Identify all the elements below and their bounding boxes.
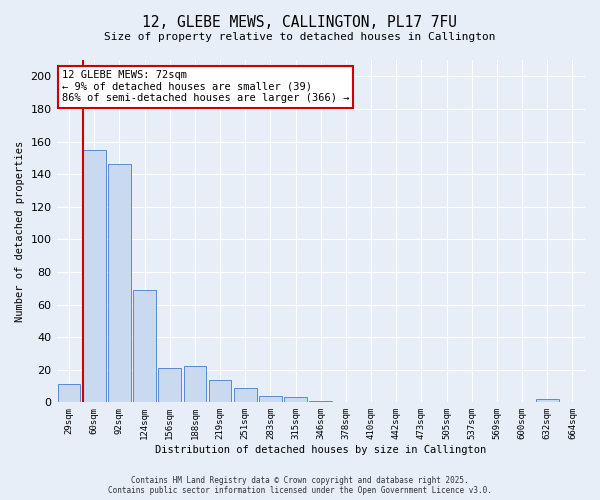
Bar bbox=[536, 399, 559, 402]
Bar bbox=[234, 388, 257, 402]
Bar bbox=[158, 368, 181, 402]
Bar bbox=[259, 396, 282, 402]
Bar bbox=[83, 150, 106, 402]
Bar bbox=[310, 400, 332, 402]
Y-axis label: Number of detached properties: Number of detached properties bbox=[15, 140, 25, 322]
Text: 12, GLEBE MEWS, CALLINGTON, PL17 7FU: 12, GLEBE MEWS, CALLINGTON, PL17 7FU bbox=[143, 15, 458, 30]
Bar bbox=[209, 380, 232, 402]
Text: Size of property relative to detached houses in Callington: Size of property relative to detached ho… bbox=[104, 32, 496, 42]
Bar bbox=[133, 290, 156, 403]
Text: 12 GLEBE MEWS: 72sqm
← 9% of detached houses are smaller (39)
86% of semi-detach: 12 GLEBE MEWS: 72sqm ← 9% of detached ho… bbox=[62, 70, 349, 104]
Bar bbox=[284, 398, 307, 402]
Bar bbox=[108, 164, 131, 402]
Bar bbox=[58, 384, 80, 402]
X-axis label: Distribution of detached houses by size in Callington: Distribution of detached houses by size … bbox=[155, 445, 487, 455]
Bar bbox=[184, 366, 206, 402]
Text: Contains HM Land Registry data © Crown copyright and database right 2025.
Contai: Contains HM Land Registry data © Crown c… bbox=[108, 476, 492, 495]
